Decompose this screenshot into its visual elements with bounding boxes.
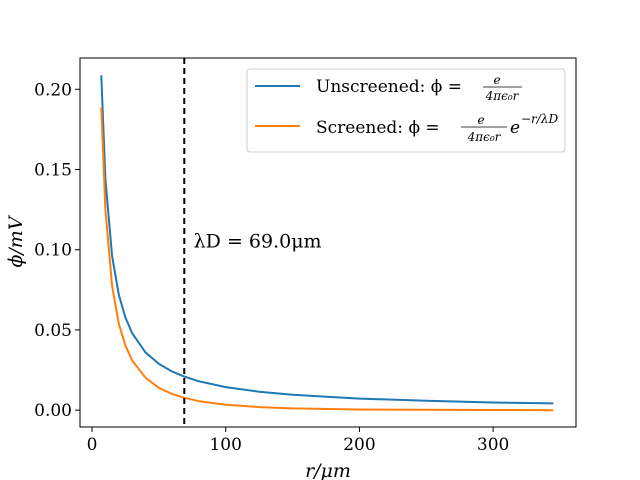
legend-exp-base-screened: e [510,118,520,138]
series-layer [100,75,554,412]
y-axis-label: ϕ/mV [5,214,27,267]
legend-fraction-num-unscreened: e [493,73,500,87]
legend-fraction-den-screened: 4πϵ₀r [467,130,502,144]
y-tick-label: 0.20 [34,80,72,100]
y-tick-label: 0.15 [34,161,72,181]
legend-label-screened: Screened: ϕ = [316,118,440,138]
x-tick-label: 200 [343,435,375,455]
y-tick-label: 0.10 [34,241,72,261]
x-tick-label: 300 [477,435,509,455]
series-line-0 [100,75,554,405]
y-tick-label: 0.00 [34,401,72,421]
series-line-1 [100,107,554,412]
lambda-annotation: λD = 69.0μm [194,231,322,253]
legend: Unscreened: ϕ = e 4πϵ₀r Screened: ϕ = e … [246,68,566,153]
x-tick-label: 0 [87,435,98,455]
ticks-layer: 0 100 200 300 0.00 0.05 0.10 0.15 0.20 [34,80,509,455]
y-tick-label: 0.05 [34,321,72,341]
legend-label-unscreened: Unscreened: ϕ = [316,77,462,97]
legend-box [246,68,566,153]
legend-fraction-den-unscreened: 4πϵ₀r [485,89,520,103]
x-tick-label: 100 [209,435,241,455]
x-axis-label: r/μm [305,460,351,480]
legend-exponent-screened: −r/λD [521,112,558,126]
legend-fraction-num-screened: e [477,113,484,127]
